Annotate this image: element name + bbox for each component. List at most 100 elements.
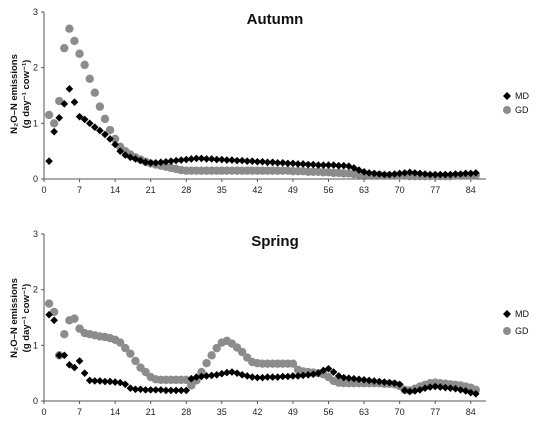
data-point-gd bbox=[207, 351, 216, 360]
data-point-gd bbox=[75, 49, 84, 58]
data-point-md bbox=[365, 169, 373, 177]
data-point-md bbox=[223, 156, 231, 164]
data-point-gd bbox=[212, 343, 221, 353]
panel-autumn: Autumn N₂O–N emissions (g day⁻¹ cow⁻¹) 0… bbox=[9, 7, 529, 195]
data-point-md bbox=[355, 166, 363, 174]
data-point-gd bbox=[44, 299, 54, 308]
data-point-md bbox=[370, 169, 379, 178]
data-point-md bbox=[289, 372, 297, 380]
data-point-md bbox=[177, 386, 185, 395]
data-point-md bbox=[421, 384, 429, 392]
legend-gd-label: GD bbox=[515, 105, 529, 115]
data-point-md bbox=[466, 388, 475, 397]
data-point-md bbox=[141, 158, 150, 167]
data-point-md bbox=[55, 351, 64, 360]
data-point-md bbox=[360, 167, 368, 176]
x-tick-label: 49 bbox=[288, 185, 298, 195]
data-point-md bbox=[96, 126, 104, 135]
data-point-md bbox=[172, 156, 180, 165]
legend-gd-label: GD bbox=[515, 326, 529, 336]
data-point-md bbox=[60, 100, 69, 108]
data-point-md bbox=[192, 154, 201, 163]
data-point-md bbox=[187, 374, 196, 383]
data-point-md bbox=[101, 130, 109, 139]
x-tick-label: 7 bbox=[77, 185, 82, 195]
data-point-md bbox=[278, 159, 287, 167]
data-point-md bbox=[299, 160, 307, 168]
data-point-md bbox=[177, 156, 185, 164]
y-tick-label: 2 bbox=[33, 285, 38, 295]
data-point-md bbox=[121, 380, 130, 389]
series-gd bbox=[44, 24, 481, 181]
data-point-md bbox=[365, 376, 373, 385]
data-point-gd bbox=[202, 358, 211, 368]
data-point-gd bbox=[182, 375, 191, 385]
data-point-md bbox=[436, 170, 445, 179]
data-point-md bbox=[385, 170, 394, 179]
x-tick-label: 35 bbox=[217, 185, 227, 195]
data-point-md bbox=[304, 160, 312, 169]
x-tick-label: 14 bbox=[110, 407, 120, 417]
panel-spring: Spring N₂O–N emissions (g day⁻¹ cow⁻¹) 0… bbox=[9, 229, 529, 417]
data-point-md bbox=[472, 169, 480, 177]
x-tick-label: 63 bbox=[359, 407, 369, 417]
data-point-md bbox=[309, 160, 318, 169]
data-point-gd bbox=[197, 367, 206, 377]
data-point-md bbox=[45, 310, 53, 319]
data-point-md bbox=[360, 376, 368, 384]
data-point-md bbox=[466, 169, 475, 178]
data-point-md bbox=[212, 371, 221, 379]
data-point-md bbox=[207, 155, 216, 163]
data-point-md bbox=[50, 127, 58, 136]
y-axis-label-line1: N₂O–N emissions bbox=[9, 278, 20, 358]
data-point-md bbox=[85, 376, 94, 385]
data-point-md bbox=[299, 371, 307, 380]
data-point-md bbox=[263, 373, 272, 381]
data-point-md bbox=[187, 155, 196, 163]
data-point-md bbox=[126, 384, 135, 392]
data-point-md bbox=[248, 373, 257, 381]
data-point-md bbox=[426, 170, 434, 179]
data-point-gd bbox=[60, 43, 69, 53]
data-point-md bbox=[355, 375, 363, 384]
data-point-md bbox=[106, 135, 114, 143]
data-point-md bbox=[218, 369, 226, 378]
data-point-gd bbox=[95, 102, 105, 111]
data-point-md bbox=[472, 389, 480, 398]
data-point-md bbox=[405, 387, 414, 396]
data-point-gd bbox=[65, 24, 74, 33]
data-point-md bbox=[75, 112, 84, 121]
data-point-md bbox=[350, 374, 358, 383]
x-tick-label: 49 bbox=[288, 407, 298, 417]
data-point-md bbox=[136, 156, 145, 165]
x-tick-label: 84 bbox=[466, 185, 476, 195]
y-axis-label-line2: (g day⁻¹ cow⁻¹) bbox=[21, 284, 32, 353]
data-point-gd bbox=[126, 349, 135, 358]
data-point-gd bbox=[90, 88, 100, 97]
x-tick-label: 42 bbox=[252, 407, 262, 417]
x-tick-label: 56 bbox=[323, 185, 333, 195]
data-point-md bbox=[339, 373, 348, 382]
data-point-md bbox=[258, 373, 267, 382]
x-tick-label: 14 bbox=[110, 185, 120, 195]
data-point-md bbox=[111, 140, 119, 149]
data-point-gd bbox=[110, 134, 120, 144]
data-point-gd bbox=[288, 359, 298, 368]
data-point-md bbox=[106, 377, 114, 386]
data-point-md bbox=[197, 372, 206, 381]
data-point-md bbox=[278, 372, 287, 381]
data-point-md bbox=[345, 374, 353, 382]
data-point-md bbox=[390, 379, 399, 387]
series-md bbox=[45, 310, 480, 398]
data-point-md bbox=[395, 380, 404, 389]
data-point-md bbox=[212, 155, 221, 164]
x-tick-label: 28 bbox=[181, 185, 191, 195]
x-tick-label: 70 bbox=[395, 185, 405, 195]
data-point-md bbox=[375, 170, 384, 178]
data-point-md bbox=[65, 361, 74, 369]
data-point-md bbox=[253, 373, 262, 382]
legend-gd-marker bbox=[503, 106, 511, 114]
data-point-md bbox=[461, 169, 470, 178]
data-point-gd bbox=[70, 36, 79, 46]
x-tick-label: 77 bbox=[430, 407, 440, 417]
